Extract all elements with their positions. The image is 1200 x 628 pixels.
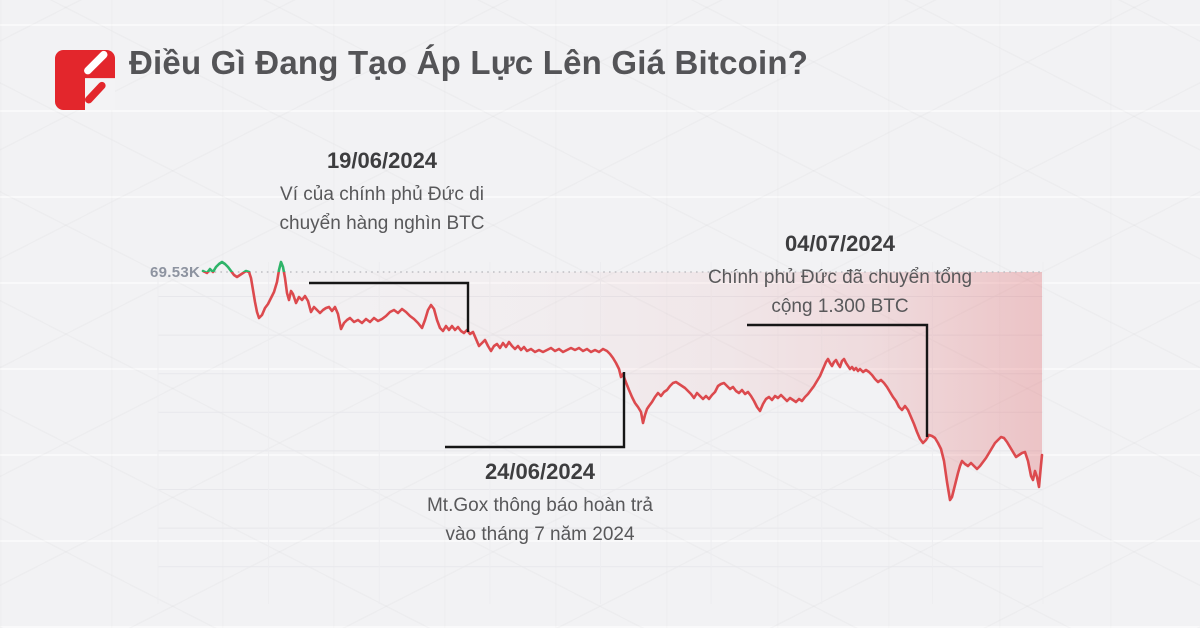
annotation-connector-0 [309,281,470,332]
annotation-mtgox-repayment: 24/06/2024 Mt.Gox thông báo hoàn trả vào… [380,459,700,549]
annotation-text: Chính phủ Đức đã chuyển tổng cộng 1.300 … [707,267,973,317]
annotation-german-wallet-move: 19/06/2024 Ví của chính phủ Đức di chuyể… [222,148,542,238]
price-line-below-ref [202,272,1044,502]
annotation-date: 19/06/2024 [326,148,438,173]
annotation-connector-2 [747,323,929,437]
annotation-german-1300-btc: 04/07/2024 Chính phủ Đức đã chuyển tổng … [672,231,1008,321]
price-area-fill [203,272,1042,500]
annotation-date: 24/06/2024 [484,459,596,484]
page-title: Điều Gì Đang Tạo Áp Lực Lên Giá Bitcoin? [129,44,809,81]
brand-logo-icon [55,50,115,110]
annotation-text: Mt.Gox thông báo hoàn trả vào tháng 7 nă… [426,495,654,545]
annotation-date: 04/07/2024 [784,231,896,256]
reference-price-label: 69.53K [150,264,201,281]
annotation-connector-1 [445,372,626,449]
annotation-text: Ví của chính phủ Đức di chuyển hàng nghì… [279,184,485,234]
